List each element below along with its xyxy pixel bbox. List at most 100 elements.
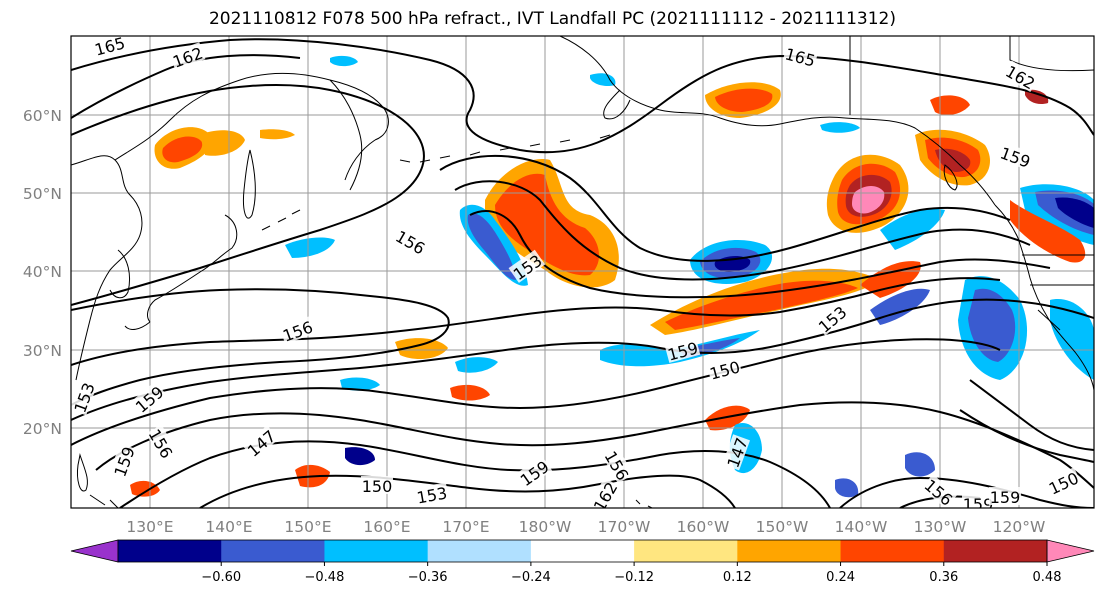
cold-anomaly-shade [285,237,335,258]
longitude-label: 160°W [677,518,730,536]
contour-line [71,54,301,119]
coastline [89,494,119,508]
colorbar-arrow-right [1046,539,1095,563]
colorbar-swatch [221,540,325,562]
map-title: 2021110812 F078 500 hPa refract., IVT La… [208,9,896,29]
latitude-label: 20°N [23,420,62,438]
border-line [1022,254,1094,331]
longitude-label: 150°W [756,518,809,536]
cold-anomaly-shade [1010,200,1086,263]
colorbar-swatch [737,540,842,562]
colorbar-tick-label: −0.48 [305,570,345,585]
contour-line [71,338,1001,446]
longitude-label: 180°W [519,518,572,536]
cold-anomaly-shade [835,478,859,498]
coastline [344,139,376,181]
warm-anomaly-shade [860,261,921,298]
colorbar-tick-label: −0.36 [408,570,448,585]
warm-anomaly-shade [130,480,160,497]
coastline [994,204,1094,391]
cold-anomaly-shade [330,55,358,67]
colorbar-tick-label: −0.12 [614,570,654,585]
coastline [844,117,996,206]
longitude-labels: 130°E 140°E 150°E 160°E 170°E 180°W 170°W 160°W… [126,518,1045,536]
cold-anomaly-shade [345,447,375,466]
contour-label: 165 [93,33,127,59]
colorbar-arrow-left [70,539,119,563]
coastline [243,149,256,219]
longitude-label: 130°W [914,518,967,536]
colorbar-swatch [634,540,738,562]
contour-label: 159 [990,488,1021,507]
coastline [124,321,151,330]
cold-anomaly-shade [340,377,380,391]
contour-line [71,277,1001,366]
warm-anomaly-shade [495,173,600,276]
coastline [943,164,958,191]
coastline [77,453,88,492]
warm-anomaly-shade [200,130,245,156]
contour-line [71,84,425,306]
latitude-label: 50°N [23,185,62,203]
contour-label: 150 [362,477,393,496]
colorbar-tick-label: 0.48 [1033,570,1062,585]
colorbar-tick-label: 0.24 [826,570,855,585]
coastline [559,36,846,127]
cold-anomaly-shade [1055,197,1094,228]
contour-line [969,379,1094,451]
latitude-label: 60°N [23,107,62,125]
colorbar-tick-label: 0.36 [929,570,958,585]
height-contours [71,38,1094,508]
map-area: 165 162 1651621591561531561591501531591561… [71,33,1094,514]
border-line [1009,36,1094,72]
contour-line [199,474,736,508]
colorbar-swatch [427,540,532,562]
contour-line [439,154,1011,262]
coastline [399,134,611,163]
warm-anomaly-shade [450,384,490,401]
coastline [603,89,631,120]
latitude-label: 30°N [23,342,62,360]
contour-line [119,440,831,508]
colorbar-swatch [118,540,222,562]
cold-anomaly-shade [590,73,616,87]
longitude-label: 120°W [993,518,1046,536]
ivt-shading [130,55,1094,498]
warm-anomaly-shade [162,136,203,163]
longitude-label: 160°E [363,518,410,536]
cold-anomaly-shade [1050,299,1094,380]
warm-anomaly-shade [715,88,773,112]
contour-line [469,210,1051,299]
cold-anomaly-shade [820,122,860,133]
latitude-label: 40°N [23,263,62,281]
contour-line [71,38,1094,154]
contour-line [839,476,1094,508]
coastline [261,209,301,231]
colorbar: −0.60 −0.48 −0.36 −0.24 −0.12 0.12 0.24 0.36 0.4… [70,539,1095,585]
colorbar-tick-label: 0.12 [723,570,752,585]
longitude-label: 150°E [284,518,331,536]
longitude-label: 130°E [126,518,173,536]
colorbar-swatch [530,540,635,562]
cold-anomaly-shade [467,213,516,280]
colorbar-tick-label: −0.60 [201,570,241,585]
longitude-label: 170°W [598,518,651,536]
contour-line [71,288,450,406]
colorbar-swatch [840,540,945,562]
contour-line [71,298,1094,421]
coastline [114,72,389,161]
colorbar-swatch [943,540,1048,562]
coastline [109,249,131,299]
longitude-label: 140°E [205,518,252,536]
warm-anomaly-shade [395,338,448,360]
coastline [329,79,363,191]
cold-anomaly-shade [905,452,935,477]
contour-line [454,180,1031,281]
contour-label: 159 [963,495,994,514]
map-frame [70,35,1095,509]
longitude-label: 140°W [835,518,888,536]
cold-anomaly-shade [600,330,760,367]
longitude-label: 170°E [442,518,489,536]
warm-anomaly-shade [1025,89,1049,105]
